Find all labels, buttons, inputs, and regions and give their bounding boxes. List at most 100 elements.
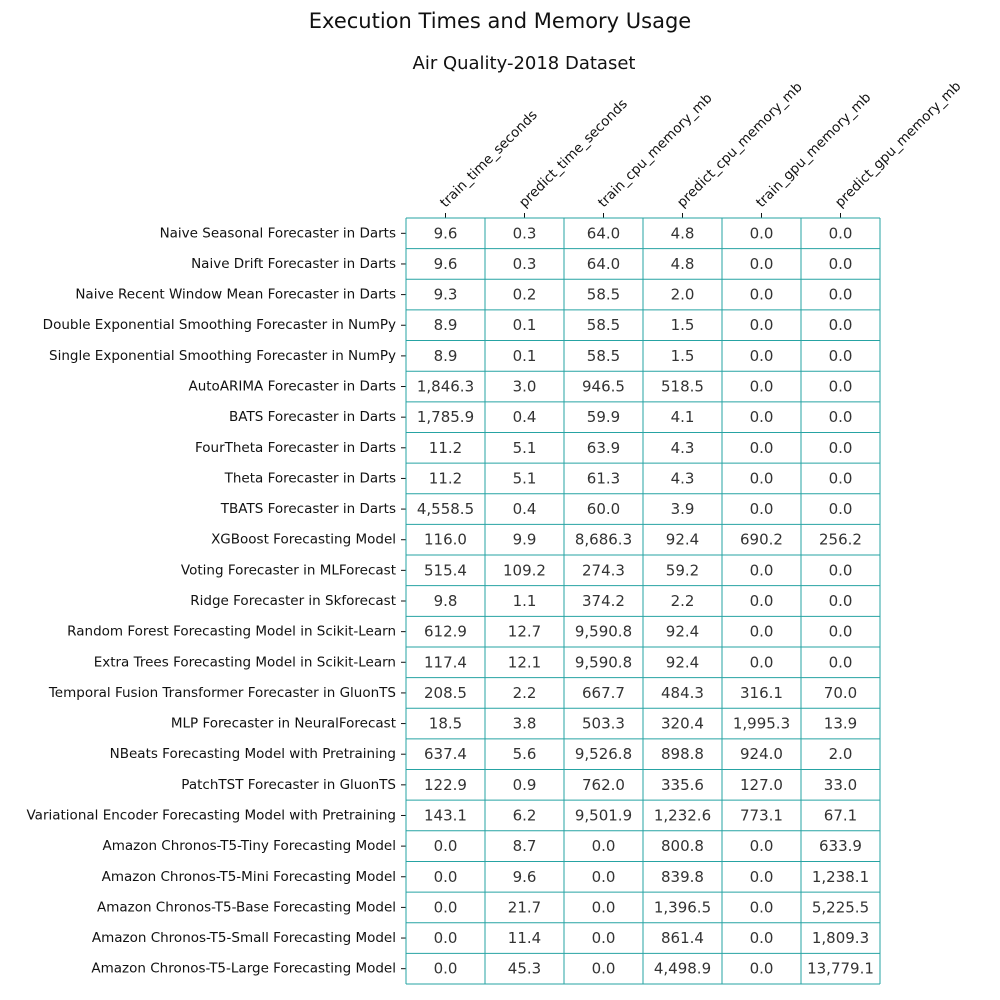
table-cell: 9.6	[513, 868, 537, 886]
table-cell: 484.3	[661, 684, 704, 702]
table-cell: 0.0	[750, 623, 774, 641]
table-cell: 518.5	[661, 378, 704, 396]
row-label: Amazon Chronos-T5-Base Forecasting Model	[97, 899, 396, 915]
table-cell: 316.1	[740, 684, 783, 702]
table-cell: 0.0	[750, 653, 774, 671]
row-label: FourTheta Forecaster in Darts	[195, 440, 396, 456]
table-cell: 4.3	[671, 469, 695, 487]
table-cell: 335.6	[661, 776, 704, 794]
column-header: predict_cpu_memory_mb	[674, 79, 806, 211]
table-cell: 60.0	[587, 500, 620, 518]
table-cell: 3.0	[513, 378, 537, 396]
table-cell: 274.3	[582, 561, 625, 579]
row-label: Single Exponential Smoothing Forecaster …	[49, 348, 396, 364]
table-cell: 5.6	[513, 745, 537, 763]
table-cell: 9.3	[434, 286, 458, 304]
row-label: Double Exponential Smoothing Forecaster …	[43, 317, 396, 333]
table-cell: 503.3	[582, 715, 625, 733]
table-cell: 0.0	[750, 255, 774, 273]
table-cell: 59.2	[666, 561, 699, 579]
table-cell: 667.7	[582, 684, 625, 702]
table-cell: 0.0	[750, 347, 774, 365]
table-cell: 861.4	[661, 929, 704, 947]
row-label: Naive Drift Forecaster in Darts	[191, 256, 396, 272]
table-cell: 3.9	[671, 500, 695, 518]
table-cell: 0.0	[750, 868, 774, 886]
table-cell: 0.0	[750, 561, 774, 579]
table-cell: 898.8	[661, 745, 704, 763]
table-cell: 0.0	[829, 623, 853, 641]
row-label: XGBoost Forecasting Model	[211, 532, 396, 548]
table-cell: 63.9	[587, 439, 620, 457]
table-cell: 1.1	[513, 592, 537, 610]
table-cell: 116.0	[424, 531, 467, 549]
table-cell: 208.5	[424, 684, 467, 702]
table-cell: 8.7	[513, 837, 537, 855]
table-cell: 0.0	[750, 960, 774, 978]
table-cell: 0.0	[829, 286, 853, 304]
table-cell: 0.1	[513, 347, 537, 365]
table-cell: 4,498.9	[654, 960, 711, 978]
table-cell: 109.2	[503, 561, 546, 579]
table-cell: 8,686.3	[575, 531, 632, 549]
table-cell: 2.0	[829, 745, 853, 763]
table-cell: 0.0	[829, 653, 853, 671]
table-cell: 92.4	[666, 653, 699, 671]
row-label: Amazon Chronos-T5-Tiny Forecasting Model	[102, 838, 396, 854]
chart-subtitle: Air Quality-2018 Dataset	[413, 53, 636, 74]
row-labels: Naive Seasonal Forecaster in Darts Naive …	[26, 225, 406, 977]
table-cell: 0.1	[513, 316, 537, 334]
row-label: Extra Trees Forecasting Model in Scikit-…	[94, 654, 396, 670]
row-label: MLP Forecaster in NeuralForecast	[171, 716, 396, 732]
table-cell: 0.4	[513, 500, 537, 518]
table-cells: 9.6 0.3 64.0 4.8 0.0 0.0 9.6 0.3 64.0 4.8 0.0 0.0 9.…	[417, 224, 874, 977]
table-cell: 690.2	[740, 531, 783, 549]
table-cell: 374.2	[582, 592, 625, 610]
table-cell: 127.0	[740, 776, 783, 794]
table-cell: 4,558.5	[417, 500, 474, 518]
table-cell: 64.0	[587, 224, 620, 242]
table-cell: 0.0	[750, 286, 774, 304]
table-cell: 946.5	[582, 378, 625, 396]
table-cell: 0.0	[829, 439, 853, 457]
table-cell: 12.1	[508, 653, 541, 671]
row-label: Temporal Fusion Transformer Forecaster i…	[48, 685, 396, 701]
table-cell: 762.0	[582, 776, 625, 794]
table-cell: 117.4	[424, 653, 467, 671]
row-label: Amazon Chronos-T5-Mini Forecasting Model	[102, 869, 396, 885]
table-cell: 0.0	[592, 960, 616, 978]
table-cell: 0.2	[513, 286, 537, 304]
table-cell: 45.3	[508, 960, 541, 978]
table-cell: 1,785.9	[417, 408, 474, 426]
table-cell: 1,396.5	[654, 898, 711, 916]
table-cell: 122.9	[424, 776, 467, 794]
table-cell: 4.8	[671, 255, 695, 273]
table-cell: 256.2	[819, 531, 862, 549]
table-cell: 1,238.1	[812, 868, 869, 886]
table-cell: 5.1	[513, 439, 537, 457]
chart-title: Execution Times and Memory Usage	[309, 9, 691, 33]
table-cell: 0.0	[750, 592, 774, 610]
table-cell: 9,590.8	[575, 653, 632, 671]
table-cell: 515.4	[424, 561, 467, 579]
table-cell: 1.5	[671, 347, 695, 365]
table-cell: 0.0	[829, 378, 853, 396]
table-cell: 0.0	[592, 868, 616, 886]
table-cell: 0.0	[592, 837, 616, 855]
table-cell: 2.0	[671, 286, 695, 304]
table-cell: 0.0	[750, 500, 774, 518]
table-cell: 1,232.6	[654, 806, 711, 824]
table-cell: 6.2	[513, 806, 537, 824]
table-cell: 633.9	[819, 837, 862, 855]
row-label: Naive Recent Window Mean Forecaster in D…	[75, 287, 396, 303]
table-cell: 924.0	[740, 745, 783, 763]
table-cell: 612.9	[424, 623, 467, 641]
table-grid	[405, 217, 881, 985]
table-cell: 0.0	[434, 837, 458, 855]
table-cell: 3.8	[513, 715, 537, 733]
table-cell: 320.4	[661, 715, 704, 733]
table-cell: 2.2	[513, 684, 537, 702]
table-cell: 64.0	[587, 255, 620, 273]
table-cell: 1.5	[671, 316, 695, 334]
